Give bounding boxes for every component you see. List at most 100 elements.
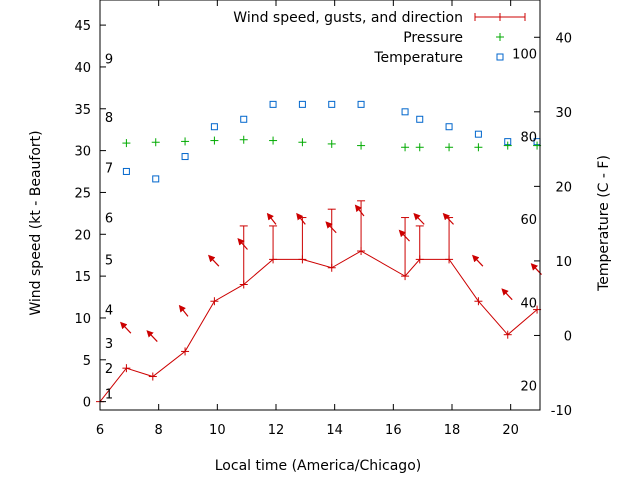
temperature-point (210, 123, 218, 131)
temperature-point (298, 100, 306, 108)
wind-direction-arrow (266, 212, 277, 225)
left-tick-label: 10 (74, 312, 91, 327)
right-tick-label: 20 (555, 180, 572, 195)
pressure-point (503, 141, 512, 150)
wind-direction-arrow (146, 330, 158, 342)
wind-speed-point (474, 297, 483, 306)
x-tick-label: 18 (444, 423, 461, 438)
wind-direction-arrow (237, 237, 248, 250)
pressure-point (445, 143, 454, 152)
left-axis-title: Wind speed (kt - Beaufort) (28, 130, 44, 315)
wind-direction-arrow (325, 221, 337, 234)
temperature-point (474, 130, 482, 138)
wind-direction-arrow (472, 254, 484, 267)
x-axis-title: Local time (America/Chicago) (215, 458, 421, 474)
legend-label-wind: Wind speed, gusts, and direction (233, 10, 463, 26)
beaufort-label: 7 (105, 161, 113, 176)
x-tick-label: 8 (155, 423, 163, 438)
wind-direction-arrow (501, 288, 513, 301)
wind-speed-line (99, 250, 538, 402)
beaufort-label: 6 (105, 212, 113, 227)
beaufort-label: 9 (105, 53, 113, 68)
x-tick-label: 14 (326, 423, 343, 438)
temperature-point (240, 115, 248, 123)
right-axis-title: Temperature (C - F) (596, 155, 612, 292)
right-axis-ticks: -10 0 10 20 30 40 (534, 31, 572, 419)
fahrenheit-labels: 20 40 60 80 100 (512, 48, 537, 395)
right-tick-label: 0 (564, 329, 572, 344)
beaufort-label: 4 (105, 304, 113, 319)
left-tick-label: 30 (74, 145, 91, 160)
wind-direction-arrow (208, 254, 220, 267)
pressure-point (269, 136, 278, 145)
x-tick-label: 20 (502, 423, 519, 438)
left-tick-label: 15 (74, 270, 91, 285)
pressure-point (151, 138, 160, 147)
wind-speed-point (148, 372, 157, 381)
temperature-series (122, 100, 541, 183)
pressure-point (122, 139, 131, 148)
left-tick-label: 35 (74, 103, 91, 118)
x-tick-label: 16 (385, 423, 402, 438)
x-tick-label: 12 (268, 423, 285, 438)
right-tick-label: -10 (551, 404, 572, 419)
wind-direction-arrow (398, 229, 410, 242)
right-tick-label: 10 (555, 255, 572, 270)
wind-direction-arrow (178, 304, 189, 317)
wind-speed-point (122, 364, 131, 373)
left-tick-label: 40 (74, 61, 91, 76)
x-tick-label: 6 (96, 423, 104, 438)
temperature-point (152, 175, 160, 183)
pressure-point (401, 143, 410, 152)
pressure-point (415, 143, 424, 152)
wind-direction-arrow (354, 204, 365, 217)
wind-direction-arrow (413, 212, 425, 225)
wind-speed-point (181, 347, 190, 356)
beaufort-label: 2 (105, 362, 113, 377)
temperature-point (122, 167, 130, 175)
wind-direction-arrows (120, 204, 542, 342)
legend: Wind speed, gusts, and direction Pressur… (233, 10, 526, 66)
fahrenheit-label: 80 (520, 130, 537, 145)
legend-label-temperature: Temperature (373, 50, 463, 66)
legend-key-pressure (496, 33, 504, 41)
temperature-point (416, 115, 424, 123)
beaufort-label: 5 (105, 253, 113, 268)
pressure-point (239, 135, 248, 144)
wind-speed-point (503, 330, 512, 339)
legend-key-wind (474, 13, 526, 21)
pressure-point (298, 138, 307, 147)
temperature-point (357, 100, 365, 108)
temperature-point (269, 100, 277, 108)
pressure-point (474, 143, 483, 152)
left-tick-label: 25 (74, 186, 91, 201)
wind-speed-point (210, 297, 219, 306)
pressure-point (210, 136, 219, 145)
plot-layers (96, 100, 542, 406)
beaufort-label: 8 (105, 111, 113, 126)
right-tick-label: 30 (555, 106, 572, 121)
pressure-series (122, 135, 542, 152)
fahrenheit-label: 40 (520, 297, 537, 312)
temperature-point (181, 153, 189, 161)
temperature-point (328, 100, 336, 108)
temperature-point (445, 123, 453, 131)
fahrenheit-label: 20 (520, 379, 537, 394)
left-tick-label: 20 (74, 228, 91, 243)
legend-label-pressure: Pressure (403, 30, 463, 46)
wind-direction-arrow (296, 212, 306, 225)
legend-key-temperature (496, 53, 504, 61)
fahrenheit-label: 100 (512, 48, 537, 63)
fahrenheit-label: 60 (520, 213, 537, 228)
right-tick-label: 40 (555, 31, 572, 46)
left-tick-label: 45 (74, 19, 91, 34)
beaufort-label: 3 (105, 337, 113, 352)
temperature-point (401, 108, 409, 116)
beaufort-labels: 1 2 3 4 5 6 7 8 9 (105, 53, 113, 403)
plot-frame (99, 0, 541, 411)
left-tick-label: 5 (83, 354, 91, 369)
wind-direction-arrow (120, 321, 132, 334)
x-tick-label: 10 (209, 423, 226, 438)
wind-direction-arrow (442, 212, 454, 225)
